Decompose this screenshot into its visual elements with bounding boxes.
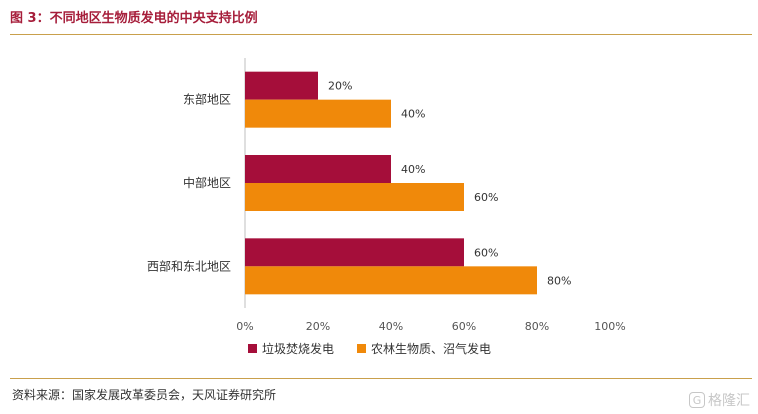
x-tick-label: 40% [379, 320, 403, 333]
bar [245, 71, 318, 100]
chart-title: 图 3：不同地区生物质发电的中央支持比例 [10, 11, 258, 26]
bar [245, 155, 391, 183]
watermark: G 格隆汇 [689, 390, 750, 410]
x-tick-label: 60% [452, 320, 476, 333]
bar [245, 266, 537, 295]
data-label: 60% [474, 246, 498, 259]
category-label: 西部和东北地区 [147, 258, 231, 273]
bar [245, 99, 391, 128]
data-label: 40% [401, 163, 425, 176]
x-tick-label: 0% [236, 320, 253, 333]
category-label: 东部地区 [183, 92, 231, 107]
source-note: 资料来源：国家发展改革委员会，天风证券研究所 [12, 388, 277, 402]
data-label: 40% [401, 108, 425, 121]
watermark-text: 格隆汇 [708, 393, 750, 409]
data-label: 60% [474, 191, 498, 204]
legend-swatch [357, 344, 366, 353]
x-tick-label: 20% [306, 320, 330, 333]
footer-divider [10, 378, 752, 379]
x-tick-label: 100% [594, 320, 625, 333]
watermark-logo-icon: G [689, 392, 705, 408]
legend-swatch [248, 344, 257, 353]
legend-label: 垃圾焚烧发电 [262, 341, 334, 356]
x-tick-label: 80% [525, 320, 549, 333]
data-label: 20% [328, 80, 352, 93]
data-label: 80% [547, 274, 571, 287]
bar [245, 238, 464, 267]
category-label: 中部地区 [183, 175, 231, 190]
bar [245, 183, 464, 211]
legend-label: 农林生物质、沼气发电 [371, 341, 491, 356]
title-divider [10, 34, 752, 35]
